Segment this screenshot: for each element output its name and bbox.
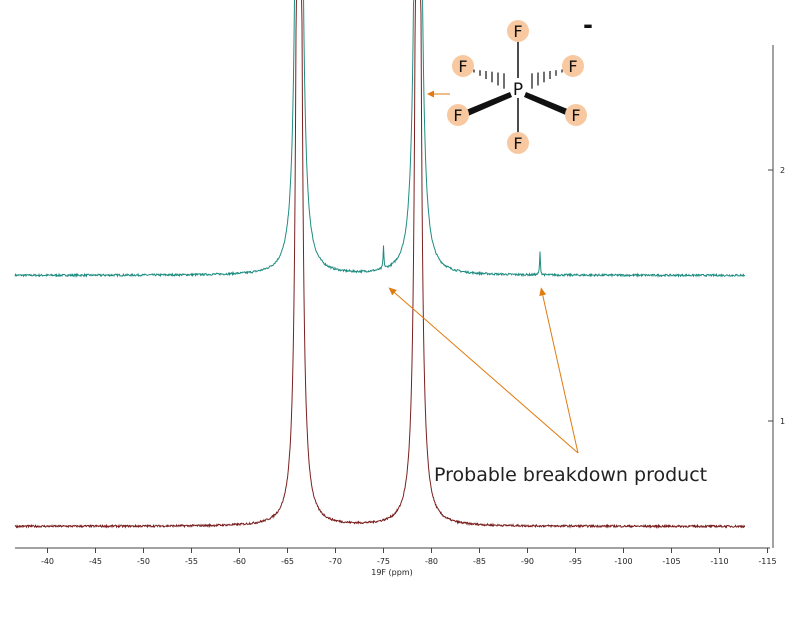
x-tick-label: -65 [281, 557, 294, 566]
x-tick-label: -40 [41, 557, 54, 566]
x-tick-label: -70 [329, 557, 342, 566]
x-tick-label: -45 [89, 557, 102, 566]
annotation-arrow-line [394, 292, 579, 454]
f-atom-circle [507, 20, 529, 42]
f-atom-label: F [568, 57, 577, 76]
f-atom-upper-right: F [562, 55, 584, 77]
annotation-arrow-line [542, 295, 579, 454]
x-tick-label: -60 [233, 557, 246, 566]
bond-wedge-left [466, 92, 512, 116]
x-tick-label: -115 [758, 557, 776, 566]
x-axis: -40 -45 -50 -55 -60 -65 -70 -75 -80 -85 -90 -95 -100… [15, 547, 777, 577]
y-tick-label: 1 [780, 417, 785, 426]
charge-label: - [583, 11, 593, 39]
f-atom-circle [447, 104, 469, 126]
pf6-molecule-diagram: F F F F F F P - [447, 11, 593, 154]
f-atom-label: F [453, 106, 462, 125]
x-tick-label: -80 [425, 557, 438, 566]
bond-wedge-right [524, 92, 570, 116]
x-axis-label: 19F (ppm) [371, 568, 413, 577]
x-tick-label: -90 [521, 557, 534, 566]
x-tick-label: -100 [614, 557, 632, 566]
x-tick-label: -50 [137, 557, 150, 566]
x-tick-label: -95 [569, 557, 582, 566]
f-atom-lower-right: F [565, 104, 587, 126]
x-tick-label: -55 [185, 557, 198, 566]
f-atom-circle [452, 55, 474, 77]
spectrum-traces [14, 0, 745, 530]
f-atom-lower-left: F [447, 104, 469, 126]
spectrum-series-top [14, 0, 745, 279]
f-atom-label: F [513, 22, 522, 41]
annotation-arrow-head [388, 287, 397, 296]
f-atom-label: F [513, 134, 522, 153]
f-atom-circle [507, 132, 529, 154]
f-atom-top: F [507, 20, 529, 42]
phosphorus-atom: P [513, 80, 523, 100]
breakdown-annotation: Probable breakdown product [388, 287, 707, 486]
x-tick-label: -110 [710, 557, 728, 566]
f-atom-label: F [571, 106, 580, 125]
x-tick-label: -105 [662, 557, 680, 566]
y-tick-label: 2 [780, 166, 785, 175]
pointer-arrow-head [427, 90, 434, 98]
y-axis: 12 [768, 45, 785, 548]
f-atom-circle [562, 55, 584, 77]
annotation-arrow-head [539, 287, 547, 296]
bond-hashed-left [473, 69, 505, 89]
x-tick-label: -75 [377, 557, 390, 566]
spectrum-series-bottom [14, 0, 745, 530]
f-atom-label: F [458, 57, 467, 76]
bond-hashed-right [531, 69, 563, 89]
x-tick-label: -85 [473, 557, 486, 566]
f-atom-circle [565, 104, 587, 126]
f-atom-upper-left: F [452, 55, 474, 77]
pointer-arrow [427, 90, 450, 98]
annotation-text: Probable breakdown product [434, 464, 707, 486]
f-atom-bottom: F [507, 132, 529, 154]
